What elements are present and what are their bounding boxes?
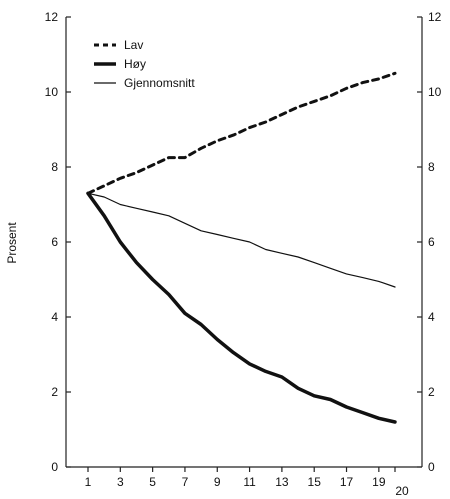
x-tick-label: 5 [149,475,156,489]
y-tick-label-left: 2 [51,385,58,399]
x-tick-label: 3 [117,475,124,489]
x-tick-label: 11 [243,475,256,489]
series-line-lav [86,71,397,195]
y-tick-label-left: 6 [51,235,58,249]
x-tick-label: 20 [395,484,409,498]
y-tick-label-right: 4 [428,310,435,324]
series-line-gjennomsnitt [87,192,396,288]
y-axis-title: Prosent [5,222,19,264]
y-tick-label-left: 8 [51,160,58,174]
x-tick-label: 7 [182,475,189,489]
y-tick-label-right: 2 [428,385,435,399]
y-tick-label-right: 12 [428,10,442,24]
x-tick-label: 9 [214,475,221,489]
y-tick-label-left: 0 [51,460,58,474]
series-line-h-y [86,191,397,424]
legend-label: Gjennomsnitt [124,76,195,90]
y-tick-label-right: 10 [428,85,442,99]
y-tick-label-right: 6 [428,235,435,249]
y-tick-label-left: 12 [45,10,59,24]
y-tick-label-left: 4 [51,310,58,324]
x-tick-label: 15 [308,475,322,489]
plot-area [86,71,397,424]
x-tick-label: 17 [340,475,354,489]
x-tick-label: 13 [275,475,289,489]
legend: Lav Høy Gjennomsnitt [94,38,195,90]
y-tick-label-right: 8 [428,160,435,174]
y-tick-label-right: 0 [428,460,435,474]
x-tick-label: 1 [85,475,92,489]
y-tick-label-left: 10 [45,85,59,99]
x-tick-label: 19 [372,475,386,489]
legend-label: Lav [124,38,143,52]
legend-label: Høy [124,57,146,71]
